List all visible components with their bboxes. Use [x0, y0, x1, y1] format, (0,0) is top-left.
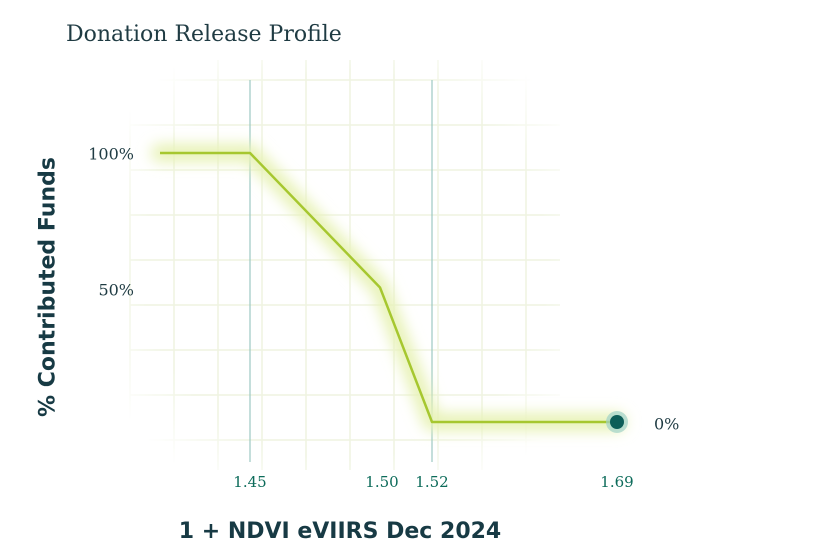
end-marker-point [610, 415, 624, 429]
series-line [160, 151, 617, 424]
grid-layer [120, 50, 570, 480]
x-axis-label: 1 + NDVI eVIIRS Dec 2024 [178, 519, 502, 544]
x-tick-label-4: 1.69 [600, 473, 634, 491]
grid-fade [120, 50, 570, 480]
x-tick-label-1: 1.45 [233, 473, 267, 491]
end-value-label: 0% [654, 414, 680, 434]
chart-title: Donation Release Profile [66, 22, 342, 47]
y-axis-label: % Contributed Funds [35, 157, 61, 417]
end-marker-layer [606, 411, 628, 433]
y-tick-label-100: 100% [88, 144, 134, 164]
series-line-layer [160, 151, 617, 424]
x-tick-label-2: 1.50 [365, 473, 399, 491]
y-tick-label-50: 50% [98, 280, 134, 300]
x-tick-label-3: 1.52 [415, 473, 449, 491]
